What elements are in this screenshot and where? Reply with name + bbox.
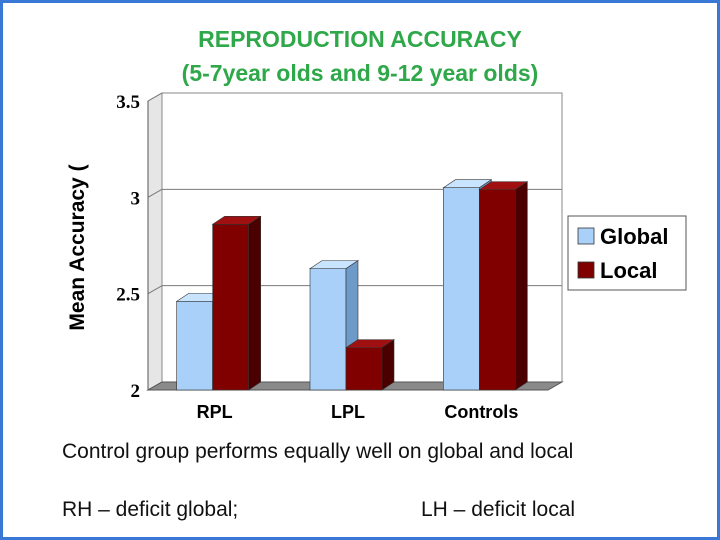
plot-border	[162, 92, 563, 382]
chart-title: REPRODUCTION ACCURACY	[198, 26, 522, 52]
bar-global-rpl	[176, 301, 213, 391]
bar-side-local-lpl	[381, 339, 395, 391]
bar-local-controls	[479, 189, 516, 391]
chart-subtitle: (5-7year olds and 9-12 year olds)	[181, 60, 539, 86]
bar-local-lpl	[345, 347, 383, 391]
y-tick-label: 3	[131, 188, 141, 209]
gridline-side	[147, 285, 163, 295]
x-tick-label: LPL	[331, 402, 365, 422]
legend-label-local: Local	[600, 258, 657, 283]
caption-rh-deficit: RH – deficit global;	[62, 498, 239, 521]
y-tick-label: 2	[131, 381, 141, 402]
caption-control-group: Control group performs equally well on g…	[62, 440, 574, 463]
bar-local-rpl	[212, 224, 249, 391]
bar-side-local-rpl	[248, 215, 261, 391]
legend-swatch-local	[577, 261, 595, 279]
y-tick-label: 2.5	[116, 285, 140, 306]
plot-side-wall	[147, 92, 163, 391]
legend-label-global: Global	[600, 224, 668, 249]
legend-swatch-global	[577, 227, 595, 245]
gridline-side	[147, 188, 163, 198]
x-tick-label: RPL	[197, 402, 233, 422]
gridline-side	[147, 92, 163, 102]
bar-global-lpl	[309, 268, 347, 391]
x-tick-label: Controls	[444, 402, 518, 422]
bar-global-controls	[443, 187, 480, 391]
bar-side-local-controls	[515, 181, 528, 391]
y-tick-label: 3.5	[116, 92, 140, 113]
y-axis-label: Mean Accuracy (	[66, 164, 89, 330]
caption-lh-deficit: LH – deficit local	[421, 498, 576, 521]
